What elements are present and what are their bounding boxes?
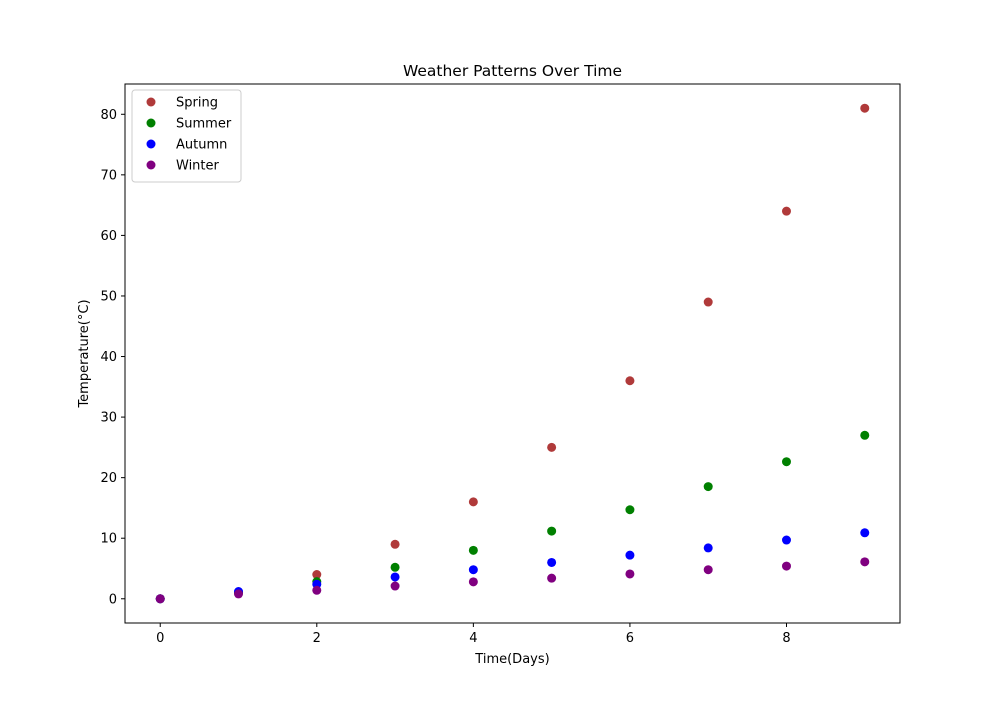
series-autumn	[155, 528, 870, 604]
y-tick-label: 10	[100, 532, 117, 547]
series-winter	[155, 557, 870, 604]
data-point-winter	[860, 557, 870, 567]
x-axis-label: Time(Days)	[474, 652, 549, 667]
data-point-summer	[625, 505, 635, 515]
data-point-spring	[547, 442, 557, 452]
data-point-spring	[468, 497, 478, 507]
data-point-summer	[390, 562, 400, 572]
data-point-spring	[781, 206, 791, 216]
y-tick-label: 70	[100, 168, 117, 183]
legend-marker	[146, 97, 156, 107]
x-axis-ticks: 0 2 4 6 8	[156, 623, 791, 646]
series-spring	[155, 103, 870, 604]
x-tick-label: 4	[469, 631, 477, 646]
data-point-winter	[468, 577, 478, 587]
data-point-winter	[625, 569, 635, 579]
x-tick-label: 6	[626, 631, 634, 646]
legend-label: Summer	[176, 117, 232, 132]
legend-label: Spring	[176, 96, 218, 111]
y-tick-label: 30	[100, 411, 117, 426]
legend-marker	[146, 118, 156, 128]
x-tick-label: 8	[782, 631, 790, 646]
legend-marker	[146, 160, 156, 170]
data-point-spring	[312, 570, 322, 580]
chart-title: Weather Patterns Over Time	[403, 62, 622, 80]
data-point-winter	[234, 589, 244, 599]
data-point-winter	[703, 565, 713, 575]
data-point-winter	[390, 581, 400, 591]
data-point-autumn	[703, 543, 713, 553]
data-point-spring	[703, 297, 713, 307]
data-point-summer	[468, 545, 478, 555]
data-point-winter	[312, 585, 322, 595]
data-point-winter	[155, 594, 165, 604]
data-point-autumn	[781, 535, 791, 545]
plot-frame	[124, 83, 901, 624]
data-point-spring	[390, 539, 400, 549]
y-axis-label: Temperature(°C)	[77, 299, 92, 408]
y-tick-label: 50	[100, 289, 117, 304]
x-tick-label: 2	[313, 631, 321, 646]
y-tick-label: 60	[100, 229, 117, 244]
y-tick-label: 40	[100, 350, 117, 365]
x-tick-label: 0	[156, 631, 164, 646]
y-tick-label: 0	[109, 592, 117, 607]
data-point-winter	[781, 561, 791, 571]
data-point-autumn	[547, 557, 557, 567]
legend: Spring Summer Autumn Winter	[131, 89, 242, 183]
legend-label: Autumn	[176, 138, 227, 153]
data-point-winter	[547, 573, 557, 583]
legend-marker	[146, 139, 156, 149]
legend-label: Winter	[176, 159, 220, 174]
data-point-spring	[860, 103, 870, 113]
y-tick-label: 20	[100, 471, 117, 486]
y-tick-label: 80	[100, 108, 117, 123]
data-point-autumn	[860, 528, 870, 538]
data-point-summer	[703, 482, 713, 492]
data-point-autumn	[468, 565, 478, 575]
data-point-autumn	[625, 550, 635, 560]
legend-box	[131, 89, 242, 183]
data-point-summer	[860, 430, 870, 440]
data-points	[155, 103, 870, 604]
data-point-summer	[781, 457, 791, 467]
series-summer	[155, 430, 870, 604]
data-point-autumn	[390, 572, 400, 582]
data-point-spring	[625, 376, 635, 386]
y-axis-ticks: 0 10 20 30 40 50 60 70 80	[100, 108, 125, 607]
data-point-summer	[547, 526, 557, 536]
